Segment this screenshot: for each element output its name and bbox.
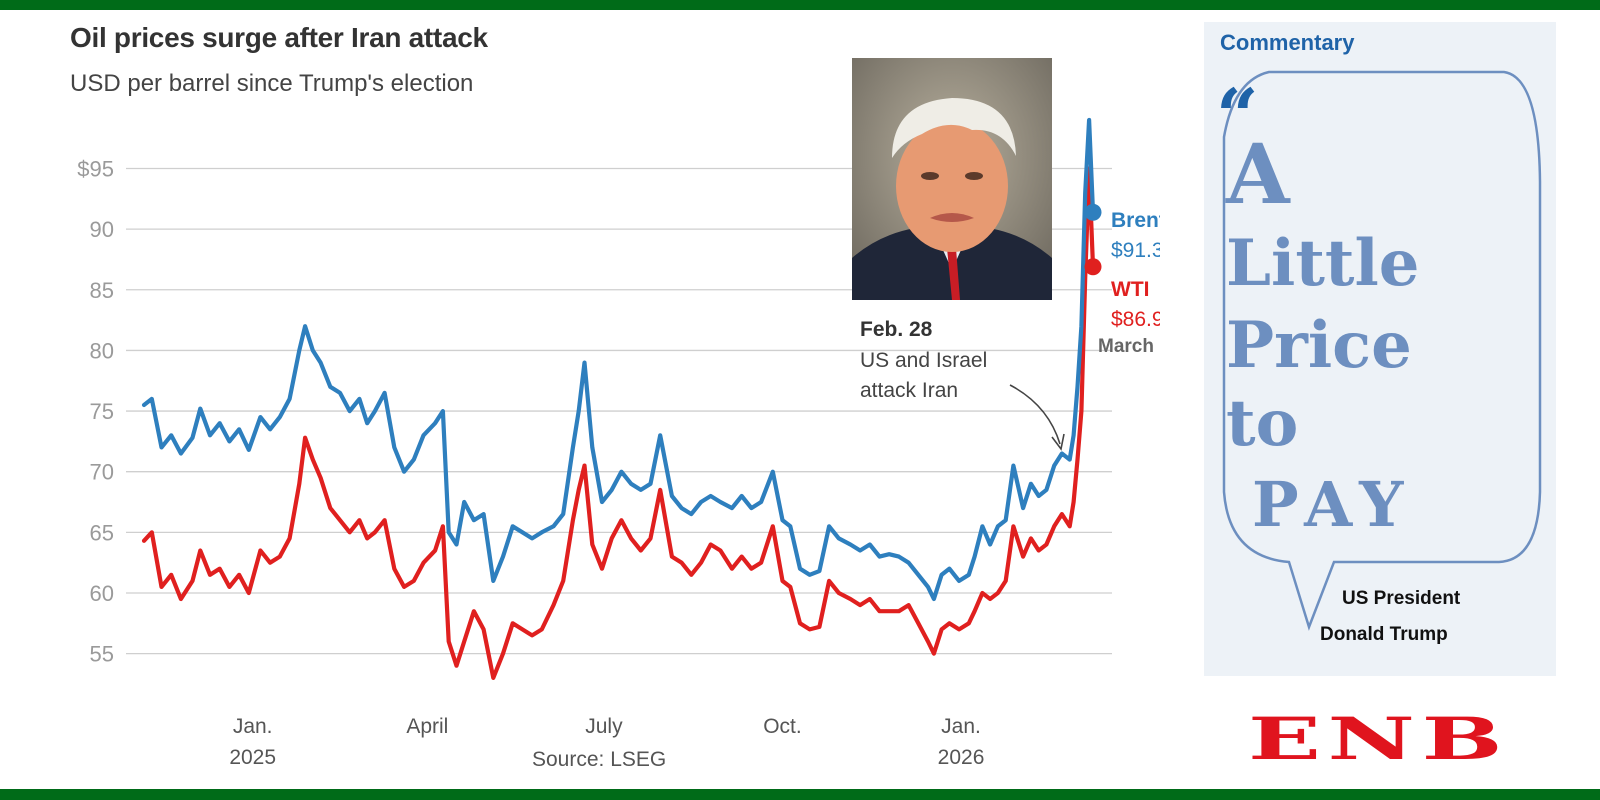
- x-tick-label-4: Jan.: [941, 715, 981, 738]
- y-tick-label-90: 90: [90, 217, 114, 242]
- quote-line-4: to: [1226, 386, 1299, 461]
- annotation-arrow: [1009, 384, 1061, 445]
- chart-title: Oil prices surge after Iran attack: [70, 22, 488, 53]
- x-tick-label-3: Oct.: [763, 715, 802, 738]
- quote-line-3: Price: [1226, 308, 1412, 383]
- y-tick-label-80: 80: [90, 338, 114, 363]
- trump-photo: [852, 58, 1052, 300]
- y-tick-label-65: 65: [90, 520, 114, 545]
- quote-line-1: A: [1226, 127, 1292, 223]
- quote-line-2: Little: [1226, 226, 1420, 301]
- attribution-name: Donald Trump: [1320, 624, 1448, 645]
- commentary-heading: Commentary: [1220, 30, 1355, 55]
- end-date-label: March 10: [1098, 336, 1160, 357]
- annotation-arrowhead-icon: [1051, 433, 1065, 451]
- quote-mark-icon: “: [1216, 74, 1259, 160]
- y-tick-label-55: 55: [90, 642, 114, 667]
- end-marker-wti: [1084, 258, 1102, 276]
- attribution-title: US President: [1342, 588, 1461, 609]
- annotation-line-2: attack Iran: [860, 379, 958, 402]
- series-line-wti: [141, 166, 1096, 680]
- chart-source: Source: LSEG: [532, 748, 667, 771]
- quote-line-5: PAY: [1252, 468, 1414, 541]
- y-tick-label-60: 60: [90, 581, 114, 606]
- annotation-line-1: US and Israel: [860, 349, 987, 372]
- top-brand-bar: [0, 0, 1600, 10]
- annotation-title: Feb. 28: [860, 318, 933, 341]
- end-value-brent: $91.39: [1111, 239, 1160, 262]
- x-tick-sublabel-0: 2025: [229, 746, 276, 769]
- y-tick-label-85: 85: [90, 278, 114, 303]
- enb-logo: ENB: [1248, 705, 1510, 773]
- x-tick-label-0: Jan.: [233, 715, 273, 738]
- commentary-panel: Commentary “ A Little Price to PAY US Pr…: [1204, 22, 1556, 676]
- bottom-brand-bar: [0, 789, 1600, 800]
- end-value-wti: $86.9: [1111, 308, 1160, 331]
- legend-label-wti: WTI: [1111, 278, 1149, 301]
- x-tick-label-1: April: [406, 715, 448, 738]
- y-tick-label-75: 75: [90, 399, 114, 424]
- speech-bubble: [1222, 70, 1542, 631]
- y-tick-label-70: 70: [90, 460, 114, 485]
- end-marker-brent: [1084, 203, 1102, 221]
- chart-subtitle: USD per barrel since Trump's election: [70, 70, 474, 97]
- price-chart: 55 60 65 70 75 80 85 90 $95 Jan. 2025 April July Oct.…: [77, 117, 1160, 769]
- x-tick-label-2: July: [585, 715, 623, 738]
- x-tick-sublabel-4: 2026: [938, 746, 985, 769]
- legend-label-brent: Brent: [1111, 209, 1160, 232]
- y-tick-label-95: $95: [77, 157, 114, 182]
- series-line-brent: [141, 117, 1096, 602]
